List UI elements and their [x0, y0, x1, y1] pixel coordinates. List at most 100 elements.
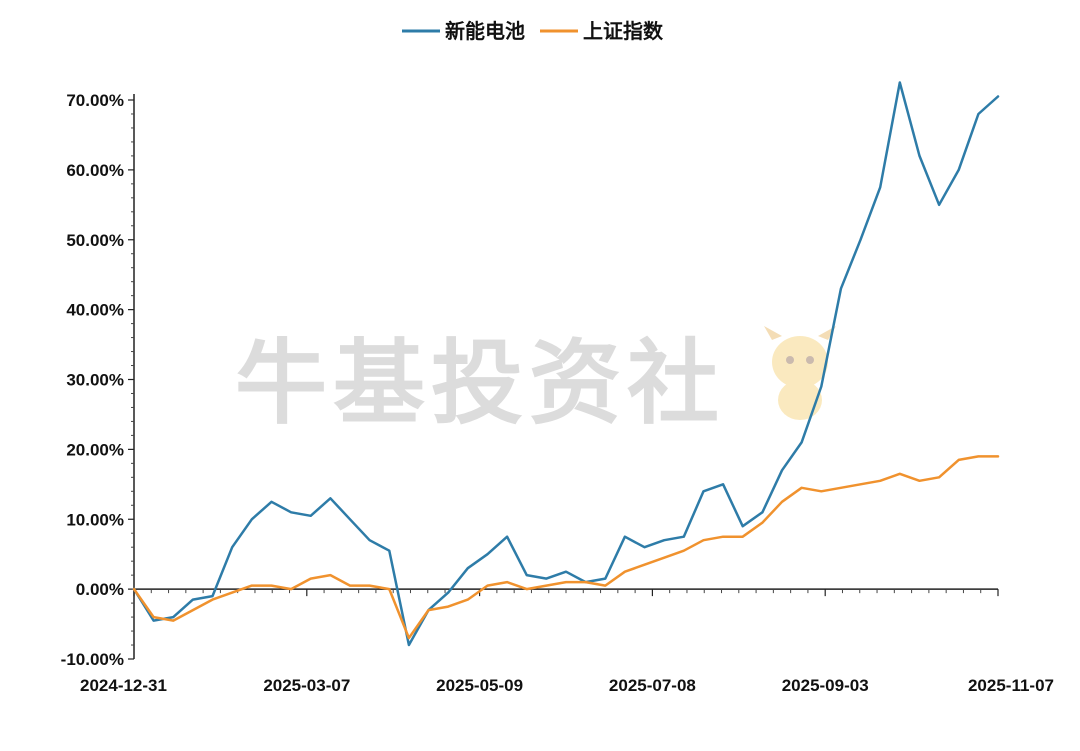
y-tick-label: -10.00% — [61, 650, 124, 669]
data-point-battery — [800, 441, 803, 444]
data-point-index — [368, 584, 371, 587]
data-point-index — [879, 480, 881, 482]
series-line-index — [132, 455, 1000, 640]
data-point-index — [349, 584, 351, 587]
data-point-battery — [211, 595, 214, 597]
data-point-index — [781, 500, 783, 503]
data-point-battery — [349, 518, 351, 521]
data-point-index — [329, 574, 332, 576]
data-point-battery — [290, 511, 292, 514]
data-point-battery — [604, 577, 607, 580]
data-point-index — [722, 535, 724, 538]
y-tick-label: 20.00% — [66, 440, 124, 459]
data-point-battery — [251, 518, 253, 521]
data-point-battery — [368, 539, 371, 542]
x-tick-label: 2025-05-09 — [436, 676, 523, 695]
tick-labels: -10.00% 0.00% 10.00% 20.00% 30.00% 40.00% 50.0… — [61, 91, 1054, 695]
data-point-index — [643, 563, 646, 566]
data-point-index — [467, 598, 469, 601]
data-point-battery — [899, 81, 901, 84]
x-tick-label: 2025-07-08 — [609, 676, 696, 695]
data-point-index — [899, 473, 901, 475]
data-point-index — [761, 521, 764, 524]
data-point-index — [840, 487, 842, 489]
data-point-battery — [840, 287, 842, 290]
data-point-battery — [702, 490, 705, 493]
legend-label-index: 上证指数 — [583, 19, 664, 43]
data-point-battery — [722, 483, 724, 486]
data-point-index — [251, 584, 253, 587]
data-point-battery — [172, 616, 175, 618]
y-tick-label: 40.00% — [66, 301, 124, 320]
data-point-index — [604, 584, 607, 587]
data-point-index — [859, 483, 862, 486]
data-point-battery — [329, 497, 332, 500]
data-point-battery — [231, 546, 233, 548]
data-point-index — [741, 535, 744, 538]
data-point-battery — [447, 591, 449, 594]
data-point-battery — [525, 574, 528, 576]
data-point-battery — [977, 113, 980, 115]
y-tick-label: 0.00% — [76, 580, 124, 599]
data-point-index — [231, 591, 233, 594]
data-point-battery — [309, 514, 312, 517]
data-point-index — [447, 605, 449, 608]
y-tick-label: 70.00% — [66, 91, 124, 110]
data-point-index — [506, 581, 508, 583]
data-point-index — [525, 588, 528, 590]
data-point-battery — [388, 549, 391, 552]
data-point-index — [997, 455, 999, 458]
data-point-index — [800, 487, 803, 489]
data-point-index — [957, 459, 960, 461]
data-point-battery — [820, 385, 823, 388]
x-tick-label: 2024-12-31 — [80, 676, 167, 695]
data-point-battery — [565, 570, 567, 573]
data-point-battery — [761, 511, 764, 514]
data-point-battery — [997, 95, 999, 98]
x-tick-label: 2025-03-07 — [263, 676, 350, 695]
data-point-battery — [152, 619, 155, 622]
data-point-battery — [624, 535, 626, 538]
data-point-battery — [506, 535, 508, 538]
data-point-index — [565, 581, 567, 583]
x-tick-label: 2025-09-03 — [782, 676, 869, 695]
data-point-battery — [192, 598, 194, 601]
data-point-index — [133, 588, 135, 590]
data-point-index — [388, 588, 391, 590]
data-point-index — [702, 539, 705, 542]
data-point-battery — [741, 525, 744, 528]
data-point-battery — [486, 553, 489, 555]
legend-label-battery: 新能电池 — [445, 19, 525, 43]
data-point-battery — [545, 577, 548, 580]
data-point-battery — [467, 567, 469, 569]
data-point-index — [977, 455, 980, 458]
data-point-battery — [918, 155, 921, 157]
data-point-battery — [643, 546, 646, 548]
data-point-index — [290, 588, 292, 590]
y-tick-label: 30.00% — [66, 371, 124, 390]
data-point-index — [427, 609, 430, 611]
data-point-index — [486, 584, 489, 587]
data-point-index — [211, 598, 214, 601]
data-point-index — [192, 609, 194, 611]
data-point-index — [408, 637, 410, 639]
data-point-battery — [683, 535, 685, 538]
data-point-battery — [938, 204, 940, 206]
data-point-battery — [781, 469, 783, 472]
data-point-index — [152, 616, 155, 618]
data-point-battery — [408, 644, 410, 646]
data-point-index — [683, 549, 685, 552]
x-tick-label: 2025-11-07 — [968, 676, 1054, 695]
data-point-index — [624, 570, 626, 573]
data-point-battery — [663, 539, 665, 542]
data-point-index — [938, 476, 940, 479]
data-point-index — [545, 584, 548, 587]
data-point-index — [309, 577, 312, 580]
legend: 新能电池 上证指数 — [402, 19, 664, 43]
data-point-index — [584, 581, 587, 583]
data-point-index — [918, 480, 921, 482]
data-point-battery — [270, 500, 273, 503]
data-point-index — [663, 556, 665, 559]
data-point-battery — [879, 186, 881, 189]
